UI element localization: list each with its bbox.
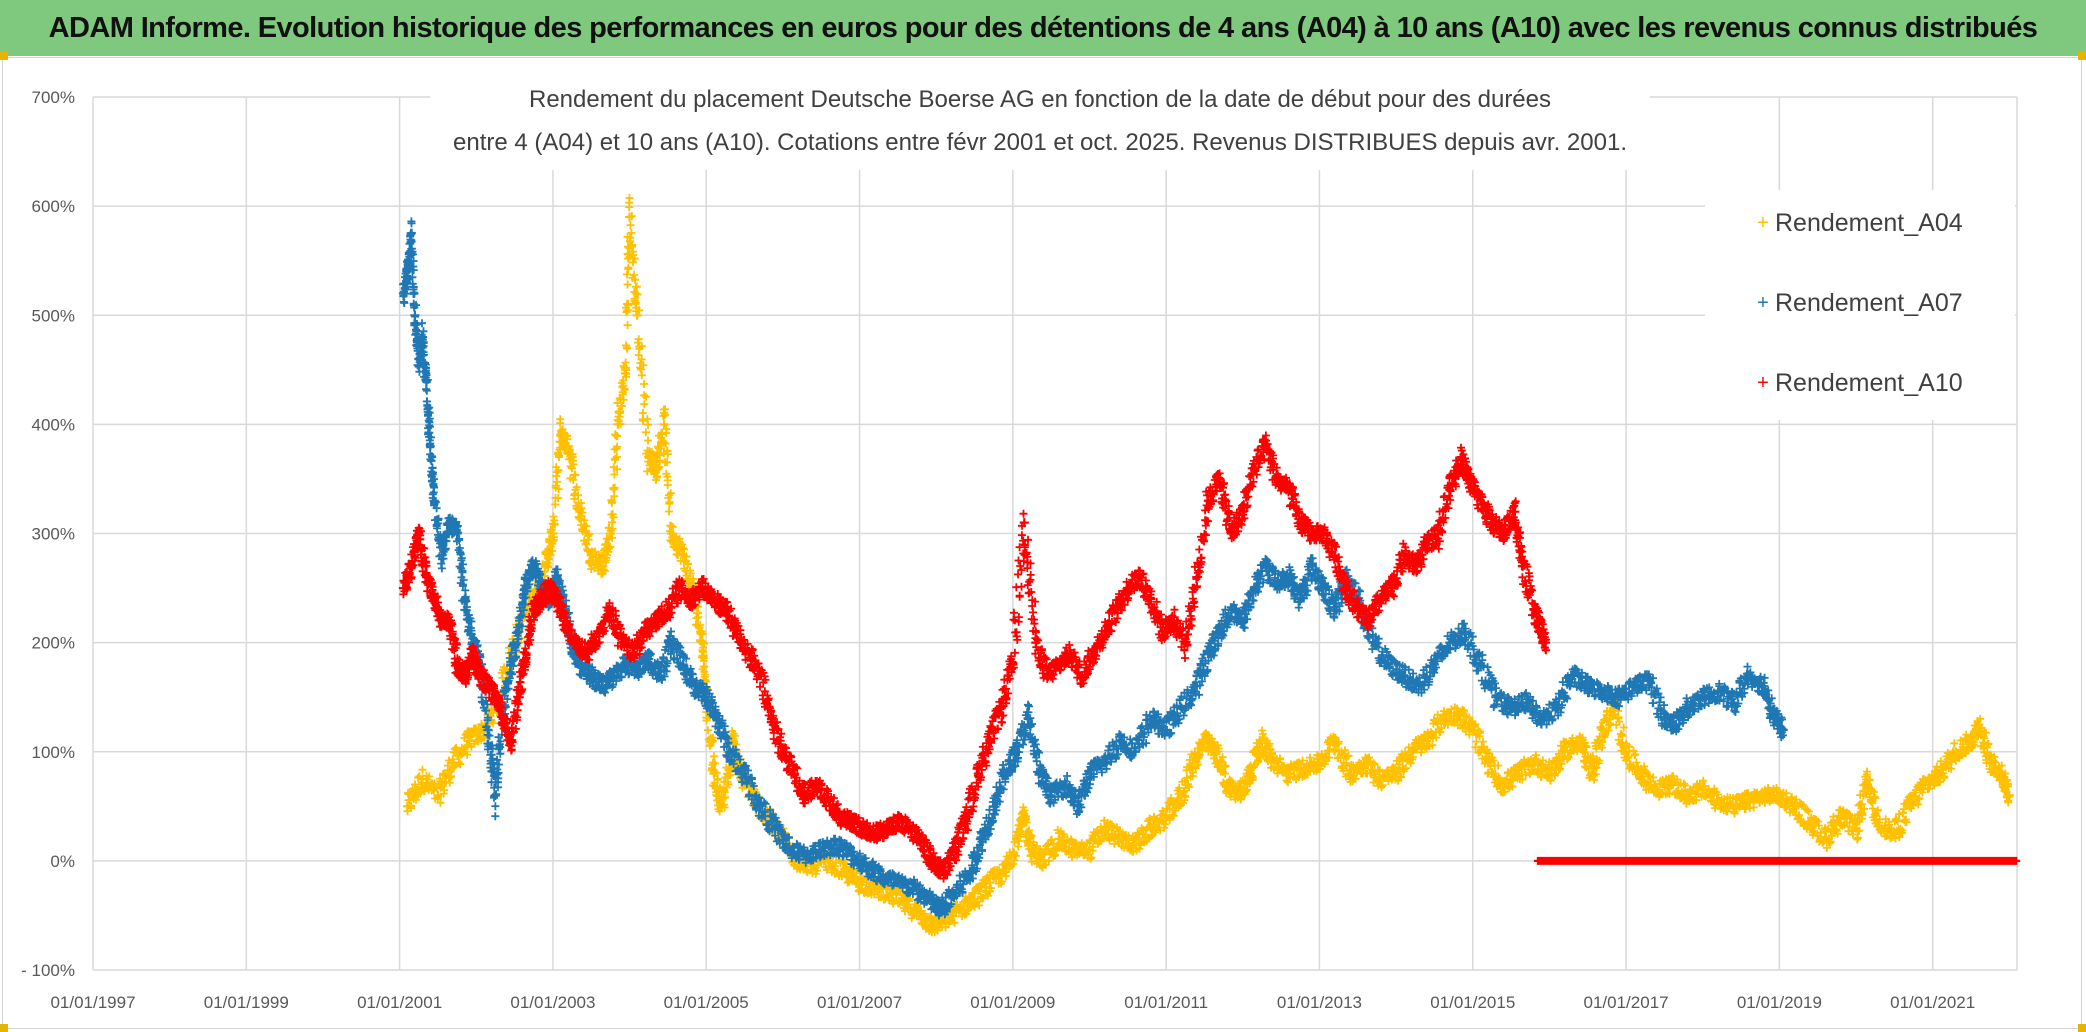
x-tick-label: 01/01/2021 (1890, 993, 1975, 1012)
legend-marker-a10: + (1757, 372, 1769, 394)
y-axis-labels: 700% 600% 500% 400% 300% 200% 100% 0% - 100% (21, 88, 75, 980)
x-tick-label: 01/01/2003 (510, 993, 595, 1012)
x-tick-label: 01/01/2001 (357, 993, 442, 1012)
x-tick-label: 01/01/2005 (664, 993, 749, 1012)
y-tick-label: 100% (32, 743, 75, 762)
chart-title-line-1: Rendement du placement Deutsche Boerse A… (529, 86, 1551, 113)
x-tick-label: 01/01/2015 (1430, 993, 1515, 1012)
x-axis-labels: 01/01/1997 01/01/1999 01/01/2001 01/01/2003… (50, 993, 1975, 1012)
data-point (632, 310, 642, 320)
y-tick-label: 300% (32, 525, 75, 544)
y-tick-label: 400% (32, 415, 75, 434)
x-tick-label: 01/01/1997 (50, 993, 135, 1012)
plot-area (398, 194, 2021, 937)
data-point-cloud (399, 217, 1787, 920)
legend-item-a10: + Rendement_A10 (1757, 369, 1962, 397)
chart-title-line-2: entre 4 (A04) et 10 ans (A10). Cotations… (453, 129, 1627, 156)
x-tick-label: 01/01/2007 (817, 993, 902, 1012)
frame-corner-top-right (2078, 52, 2086, 60)
data-point-cloud (399, 431, 1550, 883)
frame-corner-bottom-right (2078, 1024, 2086, 1032)
frame-corner-top-left (0, 52, 8, 60)
y-tick-label: - 100% (21, 961, 75, 980)
y-tick-label: 0% (50, 852, 75, 871)
legend-item-a07: + Rendement_A07 (1757, 289, 1962, 317)
x-tick-label: 01/01/2017 (1584, 993, 1669, 1012)
header-bar: ADAM Informe. Evolution historique des p… (0, 0, 2086, 56)
legend-item-a04: + Rendement_A04 (1757, 209, 1963, 237)
chart-title: Rendement du placement Deutsche Boerse A… (430, 78, 1650, 170)
y-tick-label: 500% (32, 306, 75, 325)
legend-background (1705, 190, 2015, 420)
series-rendement-a10 (398, 431, 1551, 883)
data-point (659, 419, 669, 429)
x-tick-label: 01/01/2011 (1124, 993, 1208, 1012)
x-tick-label: 01/01/1999 (204, 993, 289, 1012)
series-rendement-a10-zero (1533, 856, 2021, 865)
y-tick-label: 200% (32, 634, 75, 653)
series-rendement-a04 (402, 194, 2014, 937)
frame-corner-bottom-left (0, 1024, 8, 1032)
legend-marker-a07: + (1757, 292, 1769, 314)
chart-frame (2, 57, 2082, 1029)
legend-label-a07: Rendement_A07 (1775, 289, 1963, 317)
legend-label-a10: Rendement_A10 (1775, 369, 1963, 397)
data-point-cloud (1533, 856, 2021, 865)
chart-title-background (430, 78, 1650, 170)
y-tick-label: 600% (32, 197, 75, 216)
legend-marker-a04: + (1757, 212, 1769, 234)
y-tick-label: 700% (32, 88, 75, 107)
x-tick-label: 01/01/2009 (970, 993, 1055, 1012)
legend: + Rendement_A04 + Rendement_A07 + Rendem… (1705, 190, 2015, 420)
legend-label-a04: Rendement_A04 (1775, 209, 1963, 237)
x-tick-label: 01/01/2019 (1737, 993, 1822, 1012)
x-tick-label: 01/01/2013 (1277, 993, 1362, 1012)
series-rendement-a07 (398, 217, 1788, 920)
page-title: ADAM Informe. Evolution historique des p… (48, 11, 2038, 44)
